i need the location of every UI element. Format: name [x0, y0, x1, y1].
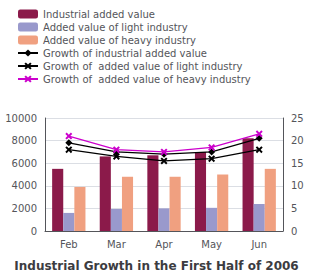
svg-text:2000: 2000 [12, 203, 37, 214]
svg-text:Jun: Jun [250, 239, 267, 250]
svg-text:5: 5 [291, 203, 297, 214]
svg-text:10: 10 [291, 180, 304, 191]
svg-text:Apr: Apr [155, 239, 173, 250]
svg-text:15: 15 [291, 158, 304, 169]
svg-text:0: 0 [291, 226, 297, 237]
svg-text:8000: 8000 [12, 135, 37, 146]
svg-text:Added value of light industry: Added value of light industry [43, 22, 188, 33]
svg-text:May: May [201, 239, 222, 250]
svg-text:25: 25 [291, 113, 304, 124]
svg-text:Industrial Growth in the First: Industrial Growth in the First Half of 2… [14, 259, 298, 273]
svg-text:Growth of added value of ligh: Growth of added value of light industry [43, 61, 243, 72]
svg-text:Growth of added value of heav: Growth of added value of heavy industry [43, 74, 251, 85]
svg-text:10000: 10000 [5, 113, 37, 124]
svg-text:Feb: Feb [60, 239, 78, 250]
svg-text:4000: 4000 [12, 180, 37, 191]
svg-text:6000: 6000 [12, 158, 37, 169]
svg-text:20: 20 [291, 135, 304, 146]
svg-text:Mar: Mar [107, 239, 127, 250]
svg-text:Industrial added value: Industrial added value [43, 9, 155, 20]
svg-text:Growth of industrial added val: Growth of industrial added value [43, 48, 207, 59]
svg-text:Added value of heavy industry: Added value of heavy industry [43, 35, 196, 46]
svg-text:0: 0 [31, 226, 37, 237]
